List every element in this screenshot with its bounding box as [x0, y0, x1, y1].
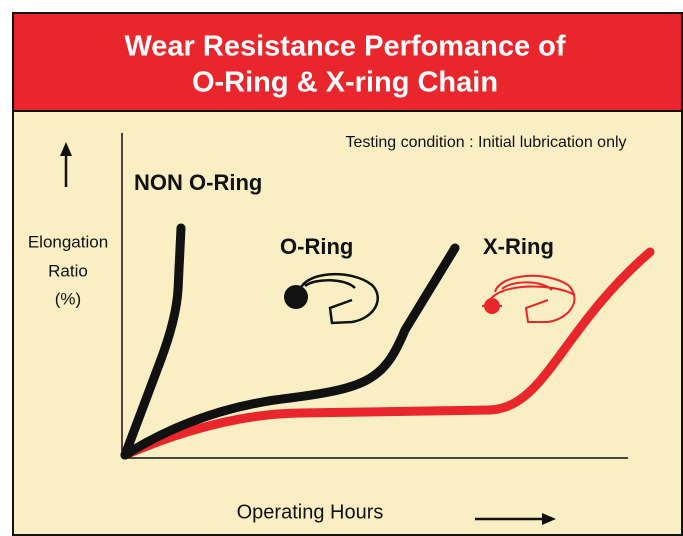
y-axis-label: Elongation	[28, 232, 108, 251]
curve-label: O-Ring	[280, 234, 353, 259]
title-line: Wear Resistance Perfomance of	[124, 31, 565, 63]
test-note: Testing condition : Initial lubrication …	[345, 134, 626, 151]
curve-label: NON O-Ring	[134, 170, 262, 195]
y-axis-label: Ratio	[48, 261, 88, 280]
x-axis-label: Operating Hours	[237, 501, 384, 523]
title-line: O-Ring & X-ring Chain	[192, 67, 498, 99]
y-axis-label: (%)	[55, 289, 81, 308]
diagram: Wear Resistance Perfomance of O-Ring & X…	[0, 0, 683, 536]
curve-label: X-Ring	[483, 234, 554, 259]
